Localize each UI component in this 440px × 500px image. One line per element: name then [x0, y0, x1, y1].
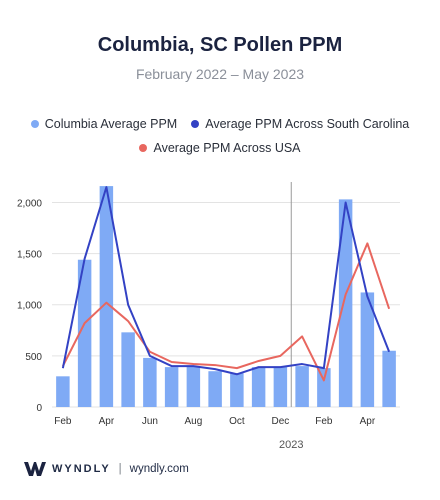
bar — [273, 367, 288, 407]
legend-label-columbia: Columbia Average PPM — [44, 117, 178, 131]
brand-name: WYNDLY — [52, 463, 111, 475]
bar — [360, 292, 375, 407]
bar — [186, 366, 201, 407]
bar — [99, 186, 114, 407]
bar — [338, 199, 353, 407]
pollen-chart: 0 500 1,000 1,500 2,000 Feb Apr Jun Aug Oct Dec Feb… — [17, 182, 400, 451]
x-tick-label: Feb — [315, 416, 333, 427]
legend-label-sc: Average PPM Across South Carolina — [205, 117, 410, 131]
x-tick-label: Feb — [54, 416, 72, 427]
bar — [164, 367, 179, 407]
usa-average-line — [61, 242, 391, 382]
chart-subtitle: February 2022 – May 2023 — [135, 66, 305, 82]
y-tick-label: 500 — [25, 352, 42, 363]
bar — [317, 368, 331, 407]
x-tick-label: Oct — [229, 416, 245, 427]
x-tick-label: Aug — [184, 416, 202, 427]
legend-item-sc: Average PPM Across South Carolina — [191, 117, 409, 131]
footer-url[interactable]: wyndly.com — [129, 463, 189, 475]
y-tick-label: 1,500 — [17, 250, 42, 261]
wyndly-w-icon — [24, 462, 46, 476]
x-tick-label: Dec — [271, 416, 289, 427]
bar — [208, 371, 222, 407]
bar — [77, 259, 92, 407]
bar — [251, 367, 266, 407]
bar — [143, 357, 157, 407]
bar — [295, 366, 309, 407]
y-tick-label: 2,000 — [17, 198, 42, 209]
x-tick-label: Jun — [142, 416, 158, 427]
year-label: 2023 — [279, 439, 303, 451]
legend-label-usa: Average PPM Across USA — [153, 141, 301, 155]
legend-swatch-columbia — [30, 120, 39, 128]
wyndly-logo: WYNDLY — [24, 462, 111, 476]
y-tick-label: 1,000 — [17, 301, 42, 312]
legend-swatch-sc — [191, 120, 200, 128]
bar — [382, 350, 396, 407]
bar — [230, 373, 244, 407]
bar — [121, 332, 135, 407]
x-tick-label: Apr — [99, 416, 115, 427]
x-tick-label: Apr — [360, 416, 376, 427]
bar — [56, 376, 70, 407]
legend-item-columbia: Columbia Average PPM — [30, 117, 178, 131]
footer-separator: | — [118, 463, 122, 475]
legend-swatch-usa — [139, 144, 148, 152]
sc-average-line — [61, 186, 391, 376]
chart-title: Columbia, SC Pollen PPM — [97, 34, 343, 56]
legend-row-2: Average PPM Across USA — [0, 141, 440, 155]
legend-row-1: Columbia Average PPM Average PPM Across … — [0, 117, 440, 131]
legend-item-usa: Average PPM Across USA — [139, 141, 301, 155]
footer: WYNDLY | wyndly.com — [24, 462, 189, 476]
y-tick-label: 0 — [36, 403, 42, 414]
